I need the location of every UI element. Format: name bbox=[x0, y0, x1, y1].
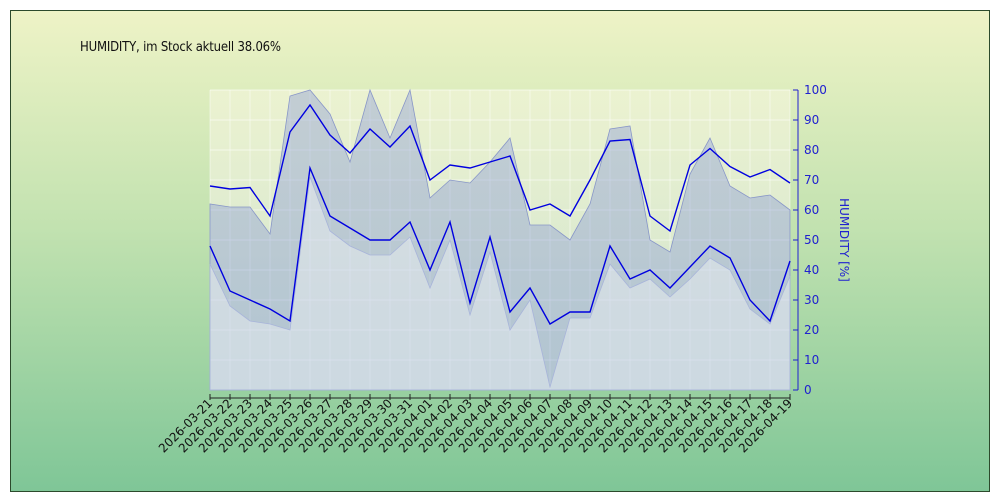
y-tick-label: 30 bbox=[804, 293, 819, 307]
y-tick-label: 80 bbox=[804, 143, 819, 157]
y-axis: 0 10 20 30 40 50 60 70 80 90 100 bbox=[793, 83, 827, 397]
y-tick-label: 70 bbox=[804, 173, 819, 187]
area-max bbox=[209, 88, 791, 391]
y-tick-label: 50 bbox=[804, 233, 819, 247]
y-tick-label: 60 bbox=[804, 203, 819, 217]
y-axis-label: HUMIDITY [%] bbox=[837, 198, 851, 282]
area-min bbox=[209, 176, 791, 391]
x-axis: 2026-03-212026-03-222026-03-232026-03-24… bbox=[156, 394, 795, 455]
line-mean-lower bbox=[209, 165, 791, 325]
y-tick-label: 20 bbox=[804, 323, 819, 337]
y-tick-label: 100 bbox=[804, 83, 827, 97]
chart-title: HUMIDITY, im Stock aktuell 38.06% bbox=[80, 40, 281, 55]
y-tick-label: 40 bbox=[804, 263, 819, 277]
y-tick-label: 10 bbox=[804, 353, 819, 367]
data-lines bbox=[209, 103, 791, 325]
data-bands bbox=[209, 88, 791, 391]
line-mean-upper bbox=[209, 103, 791, 233]
y-tick-label: 90 bbox=[804, 113, 819, 127]
y-tick-label: 0 bbox=[804, 383, 812, 397]
